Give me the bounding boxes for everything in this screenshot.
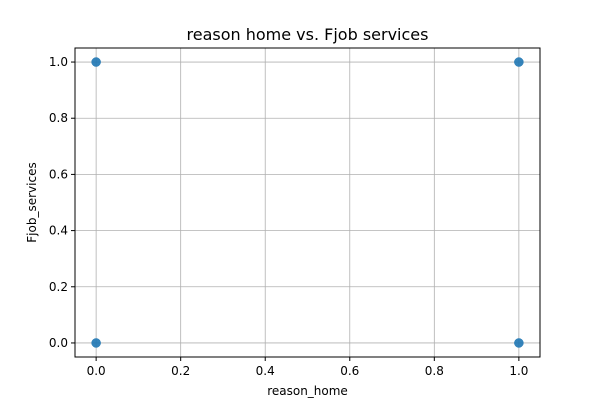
y-axis-label: Fjob_services	[25, 162, 39, 242]
x-tick-label: 0.4	[256, 364, 275, 378]
data-point	[514, 57, 524, 67]
x-tick-label: 1.0	[509, 364, 528, 378]
x-tick-label: 0.6	[340, 364, 359, 378]
data-point	[514, 338, 524, 348]
chart-title: reason home vs. Fjob services	[187, 25, 429, 44]
x-tick-label: 0.2	[171, 364, 190, 378]
grid-lines	[75, 48, 540, 357]
y-tick-label: 0.8	[49, 111, 68, 125]
data-points	[91, 57, 524, 348]
x-axis-label: reason_home	[267, 384, 348, 398]
y-axis-ticks: 0.0 0.2 0.4 0.6 0.8 1.0	[49, 55, 75, 350]
data-point	[91, 57, 101, 67]
y-tick-label: 0.4	[49, 224, 68, 238]
plot-frame	[74, 47, 541, 358]
y-tick-label: 0.6	[49, 167, 68, 181]
x-tick-label: 0.0	[87, 364, 106, 378]
data-point	[91, 338, 101, 348]
x-tick-label: 0.8	[425, 364, 444, 378]
y-tick-label: 0.2	[49, 280, 68, 294]
y-tick-label: 1.0	[49, 55, 68, 69]
y-tick-label: 0.0	[49, 336, 68, 350]
x-axis-ticks: 0.0 0.2 0.4 0.6 0.8 1.0	[87, 357, 528, 378]
